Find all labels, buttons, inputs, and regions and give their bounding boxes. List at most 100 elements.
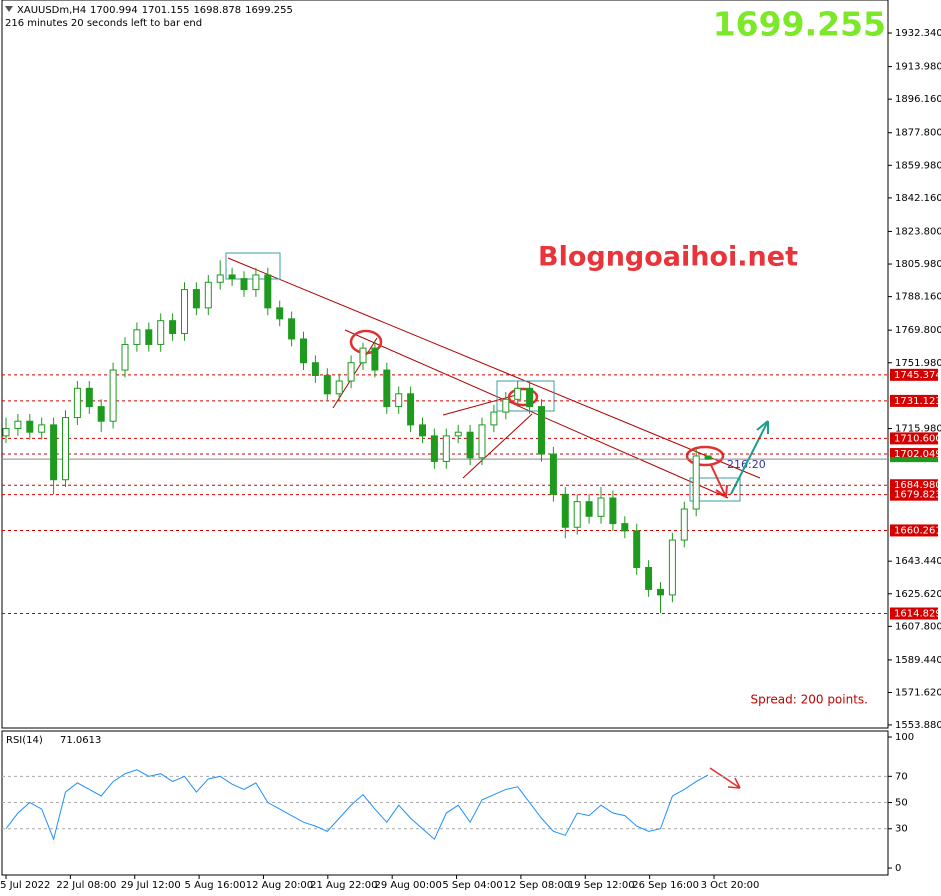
- candle-body: [121, 343, 129, 371]
- candle-body: [347, 362, 355, 382]
- candle-body: [97, 406, 105, 422]
- level-label-box: [890, 432, 938, 445]
- candle-body: [157, 320, 165, 345]
- price-label-box: [890, 457, 938, 463]
- current-price: 1699.255: [713, 5, 886, 44]
- trend-line: [462, 413, 533, 479]
- y-tick-label: 1842.160: [895, 193, 941, 204]
- candle-body: [526, 387, 534, 408]
- y-tick-label: 1625.620: [895, 589, 941, 600]
- y-tick-label: 1769.800: [895, 325, 941, 336]
- candle-body: [216, 274, 224, 283]
- candle-body: [192, 289, 200, 309]
- y-tick-label: 0: [895, 863, 901, 874]
- candle-body: [657, 588, 664, 596]
- candle-body: [609, 497, 617, 525]
- level-label: 1614.829: [894, 609, 941, 620]
- x-tick-label: 22 Jul 08:00: [56, 880, 116, 891]
- y-tick-label: 30: [895, 824, 908, 835]
- candle-body: [50, 424, 58, 481]
- spread: Spread: 200 points.: [750, 693, 868, 707]
- candle-body: [240, 278, 248, 291]
- candle-body: [668, 539, 676, 596]
- x-tick-label: 19 Sep 12:00: [568, 880, 635, 891]
- candle-body: [323, 375, 331, 395]
- level-label-box: [890, 368, 938, 381]
- level-label: 1731.123: [894, 396, 941, 407]
- ohlc-close: 1699.255: [245, 5, 293, 16]
- candle-body: [383, 369, 391, 408]
- y-tick-label: 1643.440: [895, 556, 941, 567]
- candle-body: [26, 420, 34, 433]
- y-tick-label: 1553.880: [895, 720, 941, 731]
- box: [689, 477, 741, 502]
- y-tick-label: 100: [895, 732, 914, 743]
- x-tick-label: 26 Sep 16:00: [632, 880, 699, 891]
- menu-icon[interactable]: [5, 6, 13, 12]
- x-tick-label: 5 Sep 04:00: [442, 880, 502, 891]
- level-label-box: [890, 394, 938, 407]
- y-tick-label: 1896.160: [895, 94, 941, 105]
- y-tick-label: 1932.340: [895, 28, 941, 39]
- rsi-value: 71.0613: [60, 735, 101, 746]
- candle-body: [442, 435, 450, 462]
- ohlc-open: 1700.994: [90, 5, 138, 16]
- candle-body: [502, 398, 510, 413]
- candle-body: [633, 530, 641, 568]
- main-frame: [1, 0, 889, 729]
- y-tick-label: 1715.980: [895, 424, 941, 435]
- candle-body: [454, 431, 462, 437]
- x-tick-label: 15 Jul 2022: [0, 880, 50, 891]
- x-tick-label: 29 Jul 12:00: [121, 880, 181, 891]
- candle-body: [549, 453, 557, 495]
- candle-body: [538, 406, 545, 455]
- candle-body: [585, 501, 593, 517]
- level-label: 1710.600: [894, 433, 941, 444]
- ohlc: 1700.994 1701.155 1698.878 1699.255: [90, 5, 293, 16]
- box: [496, 380, 555, 412]
- candle-body: [252, 274, 260, 291]
- candle-body: [573, 501, 581, 528]
- candle-body: [359, 347, 367, 364]
- watermark: Blogngoaihoi.net: [538, 242, 798, 273]
- ohlc-high: 1701.155: [142, 5, 190, 16]
- candle-body: [680, 508, 688, 541]
- candle-body: [704, 455, 712, 460]
- y-tick-label: 1913.980: [895, 62, 941, 73]
- candle-body: [311, 362, 319, 377]
- y-tick-label: 50: [895, 798, 908, 809]
- candle-body: [145, 329, 153, 345]
- candle-body: [478, 424, 486, 459]
- candle-body: [692, 455, 700, 510]
- candle-body: [514, 387, 522, 400]
- rsi-arrow: [709, 767, 741, 789]
- level-label: 1702.049: [894, 449, 941, 460]
- y-tick-label: 70: [895, 771, 908, 782]
- level-label: 1660.261: [894, 525, 941, 536]
- y-tick-label: 1788.160: [895, 292, 941, 303]
- y-tick-label: 1607.800: [895, 621, 941, 632]
- candle-body: [14, 420, 22, 430]
- circle: [685, 445, 725, 467]
- x-tick-label: 5 Aug 16:00: [185, 880, 246, 891]
- level-label-box: [890, 524, 938, 537]
- candle-body: [133, 329, 141, 345]
- candle-body: [62, 417, 69, 481]
- y-tick-label: 1823.800: [895, 226, 941, 237]
- trend-line: [344, 329, 729, 499]
- candle-body: [169, 320, 177, 334]
- candle-body: [228, 274, 236, 280]
- level-label: 1745.374: [894, 370, 941, 381]
- level-label-box: [890, 607, 938, 620]
- candle-body: [419, 424, 426, 437]
- x-tick-label: 12 Sep 08:00: [504, 880, 571, 891]
- candle-body: [73, 387, 81, 419]
- trend-line: [442, 393, 521, 416]
- candle-body: [395, 393, 403, 408]
- candle-body: [85, 387, 93, 408]
- x-tick-label: 29 Aug 00:00: [374, 880, 441, 891]
- candle-body: [561, 493, 569, 528]
- rsi-line: [5, 769, 709, 841]
- candle-body: [264, 274, 272, 309]
- x-tick-label: 12 Aug 20:00: [246, 880, 313, 891]
